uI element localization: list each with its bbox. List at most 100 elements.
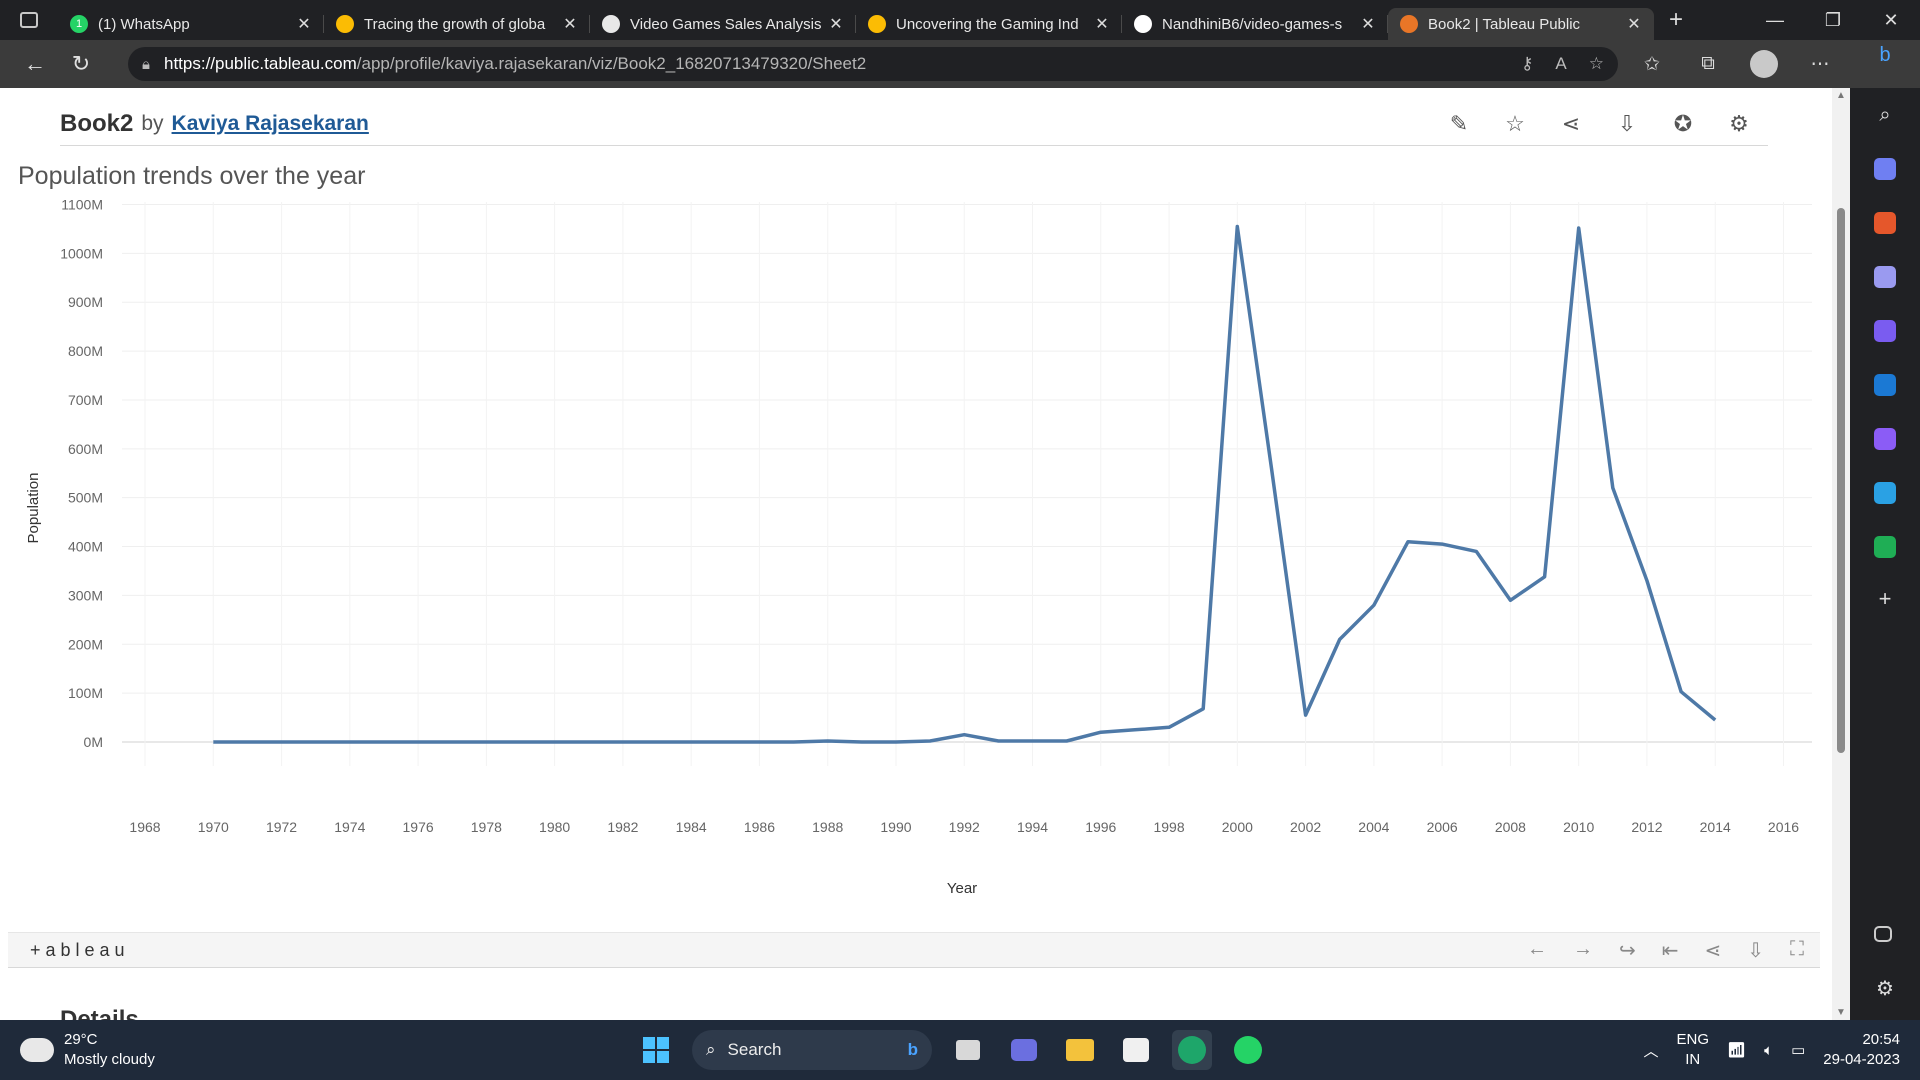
- temperature: 29°C: [64, 1031, 98, 1048]
- edge-sidebar: b ⌕ + ⚙: [1850, 44, 1920, 1020]
- bing-chat-icon[interactable]: b: [1879, 44, 1891, 66]
- chart-grid: [122, 202, 1812, 766]
- close-tab-icon[interactable]: ✕: [1627, 16, 1641, 33]
- taskbar-search[interactable]: ⌕ Search b: [692, 1030, 932, 1070]
- reset-icon[interactable]: ⇤: [1661, 939, 1679, 962]
- send-plane-icon[interactable]: [1874, 482, 1896, 504]
- close-tab-icon[interactable]: ✕: [829, 16, 843, 33]
- google-drive-icon: [336, 15, 354, 33]
- x-tick-label: 2008: [1495, 819, 1526, 835]
- tools-briefcase-icon[interactable]: [1874, 212, 1896, 234]
- revert-icon[interactable]: ↪: [1618, 939, 1636, 962]
- x-tick-label: 1980: [539, 819, 570, 835]
- new-tab-button[interactable]: +: [1668, 6, 1683, 33]
- x-tick-label: 1990: [880, 819, 911, 835]
- search-placeholder: Search: [727, 1040, 782, 1059]
- page-scrollbar[interactable]: ▲ ▼: [1832, 88, 1850, 1020]
- scroll-down-icon[interactable]: ▼: [1836, 1007, 1846, 1018]
- author-link[interactable]: Kaviya Rajasekaran: [171, 111, 369, 135]
- sidebar-toggle-icon[interactable]: [1874, 926, 1892, 942]
- tab-title: (1) WhatsApp: [98, 15, 190, 33]
- teams-chat-button[interactable]: [1004, 1030, 1044, 1070]
- x-axis-label: Year: [947, 880, 977, 897]
- browser-tab[interactable]: Uncovering the Gaming Ind ✕: [856, 8, 1122, 40]
- outlook-icon[interactable]: [1874, 374, 1896, 396]
- x-tick-label: 1968: [129, 819, 160, 835]
- redo-icon[interactable]: →: [1572, 937, 1593, 960]
- close-window-button[interactable]: ✕: [1883, 9, 1899, 30]
- share-viz-icon[interactable]: ⋖: [1704, 939, 1722, 962]
- read-aloud-icon[interactable]: A: [1555, 54, 1567, 73]
- file-explorer-button[interactable]: [1060, 1030, 1100, 1070]
- badge-icon[interactable]: ✪: [1673, 110, 1693, 136]
- close-tab-icon[interactable]: ✕: [1095, 16, 1109, 33]
- more-menu-button[interactable]: ⋯: [1810, 53, 1830, 75]
- add-favorite-icon[interactable]: ☆: [1588, 54, 1604, 73]
- x-tick-label: 1996: [1085, 819, 1116, 835]
- minimize-button[interactable]: —: [1766, 9, 1784, 30]
- whatsapp-button[interactable]: [1228, 1030, 1268, 1070]
- weather-widget[interactable]: 29°C Mostly cloudy: [20, 1030, 155, 1070]
- share-icon[interactable]: ⋖: [1561, 110, 1581, 136]
- collections-button[interactable]: ⧉: [1701, 53, 1715, 74]
- battery-icon[interactable]: ▭: [1791, 1042, 1806, 1059]
- fullscreen-icon[interactable]: ⛶: [1790, 937, 1804, 960]
- download-viz-icon[interactable]: ⇩: [1747, 939, 1764, 962]
- x-tick-label: 1984: [676, 819, 707, 835]
- by-label: by: [141, 111, 164, 135]
- shopping-tag-icon[interactable]: [1874, 158, 1896, 180]
- tab-actions-button[interactable]: [0, 0, 58, 40]
- lock-icon: 🔒︎: [142, 55, 150, 73]
- sidebar-settings-icon[interactable]: ⚙: [1876, 978, 1894, 1000]
- key-icon[interactable]: ⚷: [1520, 54, 1534, 73]
- download-icon[interactable]: ⇩: [1617, 110, 1637, 136]
- browser-tab[interactable]: NandhiniB6/video-games-s ✕: [1122, 8, 1388, 40]
- back-button[interactable]: ←: [24, 51, 46, 76]
- y-tick-label: 900M: [68, 294, 103, 310]
- windows-taskbar: 29°C Mostly cloudy ⌕ Search b ︿ ENG IN 📶…: [0, 1020, 1920, 1080]
- undo-icon[interactable]: ←: [1526, 937, 1547, 960]
- task-view-button[interactable]: [948, 1030, 988, 1070]
- tab-title: Tracing the growth of globa: [364, 15, 546, 33]
- tree-icon[interactable]: [1874, 536, 1896, 558]
- chart-title: Population trends over the year: [18, 162, 366, 190]
- browser-tab[interactable]: Video Games Sales Analysis ✕: [590, 8, 856, 40]
- clock[interactable]: 20:54 29-04-2023: [1823, 1030, 1900, 1070]
- edit-viz-icon[interactable]: ✎: [1449, 110, 1469, 136]
- language-indicator[interactable]: ENG IN: [1677, 1030, 1710, 1070]
- bing-icon: b: [907, 1040, 918, 1059]
- search-icon[interactable]: ⌕: [1879, 104, 1891, 126]
- restore-button[interactable]: ❐: [1824, 9, 1842, 30]
- settings-gear-icon[interactable]: ⚙: [1729, 110, 1749, 136]
- favorites-button[interactable]: ✩: [1644, 53, 1660, 75]
- store-button[interactable]: [1116, 1030, 1156, 1070]
- close-tab-icon[interactable]: ✕: [297, 16, 311, 33]
- address-bar[interactable]: 🔒︎ https://public.tableau.com/app/profil…: [128, 47, 1618, 81]
- web-page: Book2 by Kaviya Rajasekaran ✎ ☆ ⋖ ⇩ ✪ ⚙ …: [0, 88, 1850, 1020]
- scroll-up-icon[interactable]: ▲: [1836, 90, 1846, 101]
- population-series-line: [213, 224, 1717, 744]
- close-tab-icon[interactable]: ✕: [563, 16, 577, 33]
- browser-tab[interactable]: 1 (1) WhatsApp ✕: [58, 8, 324, 40]
- favorite-star-icon[interactable]: ☆: [1505, 110, 1525, 136]
- microsoft-365-icon[interactable]: [1874, 320, 1896, 342]
- show-hidden-icons-button[interactable]: ︿: [1643, 1042, 1659, 1060]
- refresh-button[interactable]: ↻: [71, 51, 91, 76]
- close-tab-icon[interactable]: ✕: [1361, 16, 1375, 33]
- volume-icon[interactable]: 🔈︎: [1764, 1041, 1774, 1059]
- scrollbar-thumb[interactable]: [1837, 208, 1845, 753]
- y-tick-label: 300M: [68, 587, 103, 603]
- y-axis-ticks: 0M 100M 200M 300M 400M 500M 600M 700M 800M 900M 10…: [60, 198, 103, 750]
- tab-actions-icon: [20, 12, 38, 28]
- browser-tab[interactable]: Tracing the growth of globa ✕: [324, 8, 590, 40]
- games-chess-icon[interactable]: [1874, 266, 1896, 288]
- designer-icon[interactable]: [1874, 428, 1896, 450]
- edge-button[interactable]: [1172, 1030, 1212, 1070]
- tableau-logo: +ableau: [30, 939, 130, 960]
- start-button[interactable]: [636, 1030, 676, 1070]
- wifi-icon[interactable]: 📶︎: [1727, 1042, 1747, 1059]
- add-sidebar-app-icon[interactable]: +: [1878, 586, 1892, 611]
- whatsapp-icon: 1: [70, 15, 88, 33]
- browser-tab[interactable]: Book2 | Tableau Public ✕: [1388, 8, 1654, 40]
- profile-avatar[interactable]: [1750, 50, 1778, 78]
